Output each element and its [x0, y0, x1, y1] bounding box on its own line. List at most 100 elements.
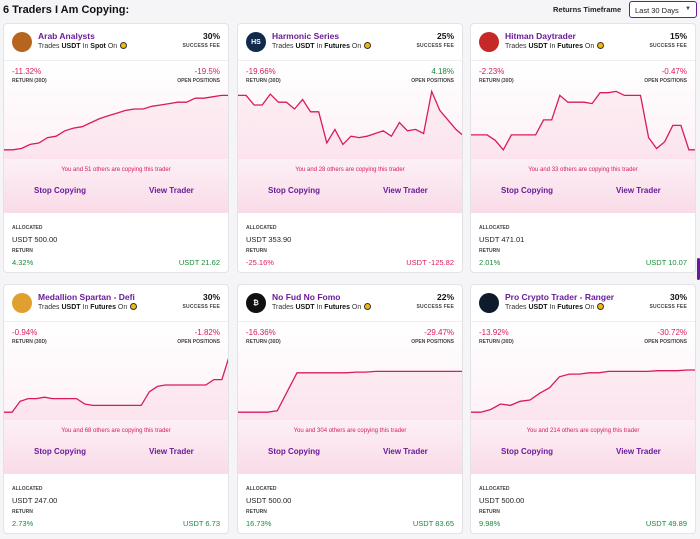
trader-name-link[interactable]: Arab Analysts	[38, 31, 95, 41]
trades-word: Trades	[272, 43, 294, 50]
trades-word: Trades	[38, 43, 60, 50]
chart-line	[238, 371, 463, 412]
open-positions-value: 4.18%	[431, 67, 454, 76]
open-positions-label: OPEN POSITIONS	[411, 78, 454, 84]
return-30d-value: -0.94%	[12, 328, 38, 337]
in-word: In	[316, 43, 323, 50]
on-word: On	[117, 304, 128, 311]
stop-copying-button[interactable]: Stop Copying	[501, 447, 553, 456]
trader-name-link[interactable]: No Fud No Fomo	[272, 292, 341, 302]
allocated-value: USDT 500.00	[246, 496, 292, 505]
exchange-coin-icon	[364, 303, 372, 310]
trades-market: Futures	[557, 43, 583, 50]
chart-area	[4, 95, 228, 159]
trader-avatar[interactable]	[479, 293, 499, 313]
trades-market: Futures	[90, 304, 116, 311]
trader-avatar[interactable]	[12, 32, 32, 52]
trades-line: Trades USDT In Futures On	[505, 303, 605, 311]
trader-card-header: ₿ No Fud No Fomo Trades USDT In Futures …	[238, 285, 462, 321]
timeframe-value: Last 30 Days	[635, 6, 679, 15]
trades-word: Trades	[505, 304, 527, 311]
copying-count-text: You and 51 others are copying this trade…	[61, 167, 171, 173]
success-fee-value: 30%	[202, 31, 220, 41]
chart-area	[238, 371, 462, 420]
success-fee-label: SUCCESS FEE	[182, 304, 220, 310]
trader-card-header: Medallion Spartan - Defi Trades USDT In …	[4, 285, 228, 321]
trader-name-link[interactable]: Medallion Spartan - Defi	[38, 292, 135, 302]
success-fee-label: SUCCESS FEE	[649, 304, 687, 310]
trades-word: Trades	[272, 304, 294, 311]
stop-copying-button[interactable]: Stop Copying	[268, 447, 320, 456]
return-usd: USDT 49.89	[645, 519, 687, 528]
trades-line: Trades USDT In Futures On	[272, 303, 372, 311]
performance-panel: -19.66% RETURN (30D) 4.18% OPEN POSITION…	[238, 60, 462, 213]
allocated-label: ALLOCATED	[12, 486, 43, 492]
success-fee-label: SUCCESS FEE	[416, 304, 454, 310]
allocated-value: USDT 353.90	[246, 235, 292, 244]
success-fee-label: SUCCESS FEE	[182, 43, 220, 49]
exchange-coin-icon	[597, 303, 605, 310]
trader-card: Pro Crypto Trader - Ranger Trades USDT I…	[470, 284, 696, 534]
trader-card: Arab Analysts Trades USDT In Spot On 30%…	[3, 23, 229, 273]
return-percent: 2.01%	[479, 258, 501, 267]
view-trader-button[interactable]: View Trader	[149, 447, 194, 456]
copying-count-text: You and 304 others are copying this trad…	[293, 428, 407, 434]
trader-avatar[interactable]: ₿	[246, 293, 266, 313]
scrollbar-handle[interactable]	[697, 258, 700, 280]
trades-asset: USDT	[295, 43, 315, 50]
view-trader-button[interactable]: View Trader	[616, 186, 661, 195]
trader-card: Medallion Spartan - Defi Trades USDT In …	[3, 284, 229, 534]
chart-area	[4, 360, 228, 420]
performance-chart	[4, 350, 229, 420]
trader-card-header: Arab Analysts Trades USDT In Spot On 30%…	[4, 24, 228, 60]
chart-line	[471, 91, 696, 149]
exchange-coin-icon	[597, 42, 605, 49]
return-30d-label: RETURN (30D)	[479, 339, 514, 345]
stop-copying-button[interactable]: Stop Copying	[34, 447, 86, 456]
trader-card: HS Harmonic Series Trades USDT In Future…	[237, 23, 463, 273]
return-percent: 2.73%	[12, 519, 34, 528]
trader-avatar[interactable]: HS	[246, 32, 266, 52]
return-30d-value: -16.36%	[246, 328, 276, 337]
exchange-coin-icon	[120, 42, 128, 49]
open-positions-value: -1.82%	[194, 328, 220, 337]
stop-copying-button[interactable]: Stop Copying	[268, 186, 320, 195]
view-trader-button[interactable]: View Trader	[149, 186, 194, 195]
allocated-label: ALLOCATED	[479, 486, 510, 492]
view-trader-button[interactable]: View Trader	[383, 447, 428, 456]
return-usd: USDT 10.07	[645, 258, 687, 267]
trades-market: Futures	[324, 43, 350, 50]
allocated-label: ALLOCATED	[246, 486, 277, 492]
allocated-label: ALLOCATED	[479, 225, 510, 231]
trades-market: Futures	[557, 304, 583, 311]
view-trader-button[interactable]: View Trader	[383, 186, 428, 195]
stop-copying-button[interactable]: Stop Copying	[501, 186, 553, 195]
performance-chart	[238, 350, 463, 420]
trader-name-link[interactable]: Hitman Daytrader	[505, 31, 576, 41]
return-usd: USDT 21.62	[178, 258, 220, 267]
return-label: RETURN	[12, 509, 33, 515]
open-positions-label: OPEN POSITIONS	[177, 339, 220, 345]
trader-avatar[interactable]	[479, 32, 499, 52]
performance-panel: -13.92% RETURN (30D) -30.72% OPEN POSITI…	[471, 321, 695, 474]
trader-card-header: Pro Crypto Trader - Ranger Trades USDT I…	[471, 285, 695, 321]
chart-line	[4, 354, 229, 413]
trades-market: Futures	[324, 304, 350, 311]
allocated-label: ALLOCATED	[12, 225, 43, 231]
on-word: On	[584, 304, 595, 311]
return-percent: 16.73%	[246, 519, 272, 528]
success-fee-value: 25%	[436, 31, 454, 41]
view-trader-button[interactable]: View Trader	[616, 447, 661, 456]
bitcoin-avatar-icon: ₿	[253, 299, 259, 307]
trades-asset: USDT	[528, 43, 548, 50]
open-positions-label: OPEN POSITIONS	[411, 339, 454, 345]
trader-name-link[interactable]: Harmonic Series	[272, 31, 340, 41]
trader-avatar[interactable]	[12, 293, 32, 313]
trades-line: Trades USDT In Futures On	[38, 303, 138, 311]
stop-copying-button[interactable]: Stop Copying	[34, 186, 86, 195]
timeframe-select[interactable]: Last 30 Days ▼	[629, 1, 697, 18]
trader-name-link[interactable]: Pro Crypto Trader - Ranger	[505, 292, 615, 302]
on-word: On	[107, 43, 118, 50]
top-bar: 6 Traders I Am Copying: Returns Timefram…	[0, 0, 700, 22]
trades-asset: USDT	[295, 304, 315, 311]
